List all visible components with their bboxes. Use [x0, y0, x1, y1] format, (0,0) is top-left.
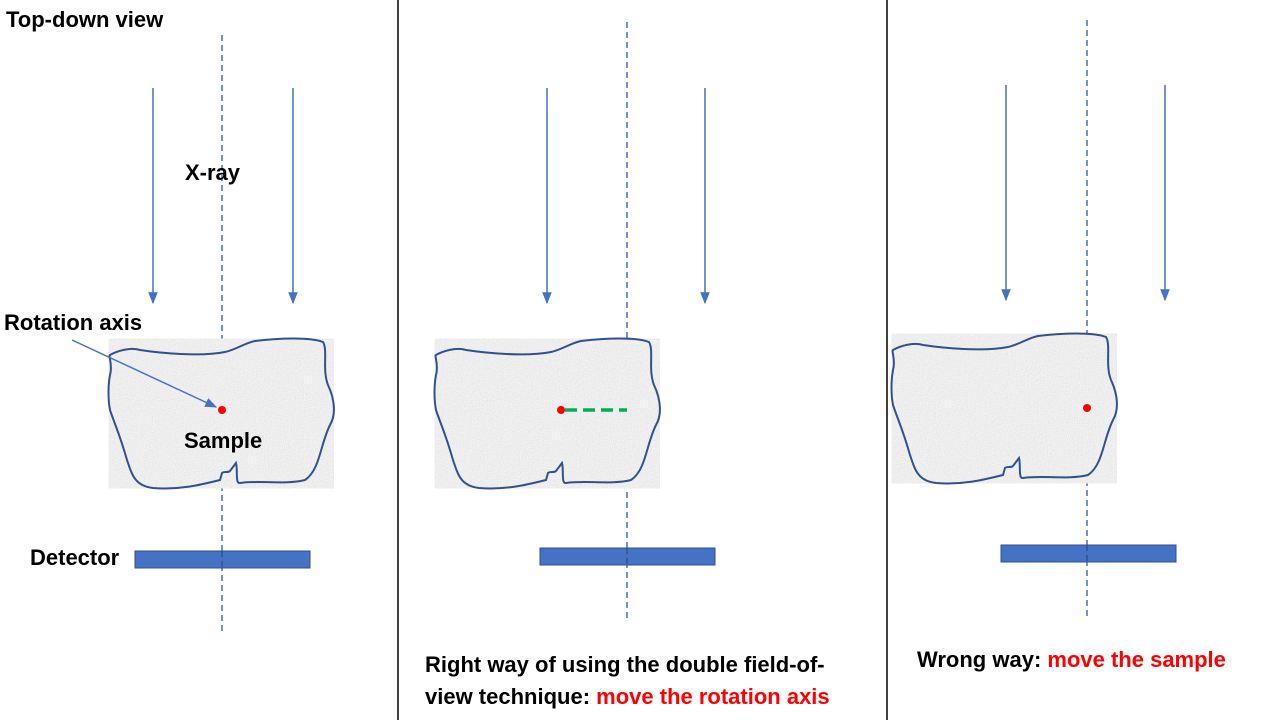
- sample-shape-icon: [434, 338, 660, 489]
- wrong-way-highlight: move the sample: [1047, 647, 1226, 672]
- rotation-axis-dot-icon: [218, 406, 226, 414]
- detector-label: Detector: [30, 545, 120, 570]
- right-way-prefix: view technique:: [425, 684, 596, 709]
- wrong-way-prefix: Wrong way:: [917, 647, 1047, 672]
- rotation-axis-dot-icon: [1083, 404, 1091, 412]
- rotation-axis-dot-icon: [557, 406, 565, 414]
- sample-label: Sample: [184, 428, 262, 453]
- panel-original: Top-down view X-ray Rotation axis Sample…: [4, 7, 335, 635]
- wrong-way-caption: Wrong way: move the sample: [917, 647, 1226, 672]
- detector-bar-icon: [1000, 544, 1177, 563]
- right-way-caption-line1: Right way of using the double field-of-: [425, 652, 825, 677]
- xray-label: X-ray: [185, 160, 241, 185]
- right-way-highlight: move the rotation axis: [596, 684, 830, 709]
- panel-right-way: Right way of using the double field-of- …: [425, 22, 830, 709]
- panel-wrong-way: Wrong way: move the sample: [890, 20, 1226, 672]
- view-title: Top-down view: [6, 7, 164, 32]
- right-way-caption-line2: view technique: move the rotation axis: [425, 684, 830, 709]
- rotation-axis-pointer: [71, 339, 218, 408]
- rotation-axis-label: Rotation axis: [4, 310, 142, 335]
